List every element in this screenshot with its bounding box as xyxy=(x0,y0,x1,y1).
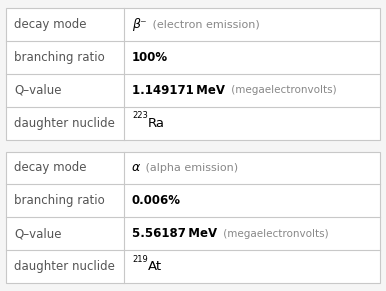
Text: 223: 223 xyxy=(132,111,148,120)
Text: 0.006%: 0.006% xyxy=(132,194,181,207)
Text: branching ratio: branching ratio xyxy=(14,51,105,64)
Bar xyxy=(6,8,380,139)
Bar xyxy=(6,152,380,283)
Text: (megaelectronvolts): (megaelectronvolts) xyxy=(228,85,337,95)
Text: β⁻: β⁻ xyxy=(132,18,147,31)
Text: (alpha emission): (alpha emission) xyxy=(142,163,239,173)
Text: At: At xyxy=(148,260,162,273)
Text: Q–value: Q–value xyxy=(14,84,61,97)
Text: (megaelectronvolts): (megaelectronvolts) xyxy=(220,229,329,239)
Text: decay mode: decay mode xyxy=(14,18,86,31)
Text: daughter nuclide: daughter nuclide xyxy=(14,260,115,273)
Text: Ra: Ra xyxy=(148,117,165,129)
Text: 219: 219 xyxy=(132,255,148,264)
Text: decay mode: decay mode xyxy=(14,162,86,174)
Text: Q–value: Q–value xyxy=(14,227,61,240)
Text: daughter nuclide: daughter nuclide xyxy=(14,117,115,129)
Text: 100%: 100% xyxy=(132,51,168,64)
Text: (electron emission): (electron emission) xyxy=(149,19,259,29)
Text: α: α xyxy=(132,162,140,174)
Text: branching ratio: branching ratio xyxy=(14,194,105,207)
Text: 1.149171 MeV: 1.149171 MeV xyxy=(132,84,225,97)
Text: 5.56187 MeV: 5.56187 MeV xyxy=(132,227,217,240)
